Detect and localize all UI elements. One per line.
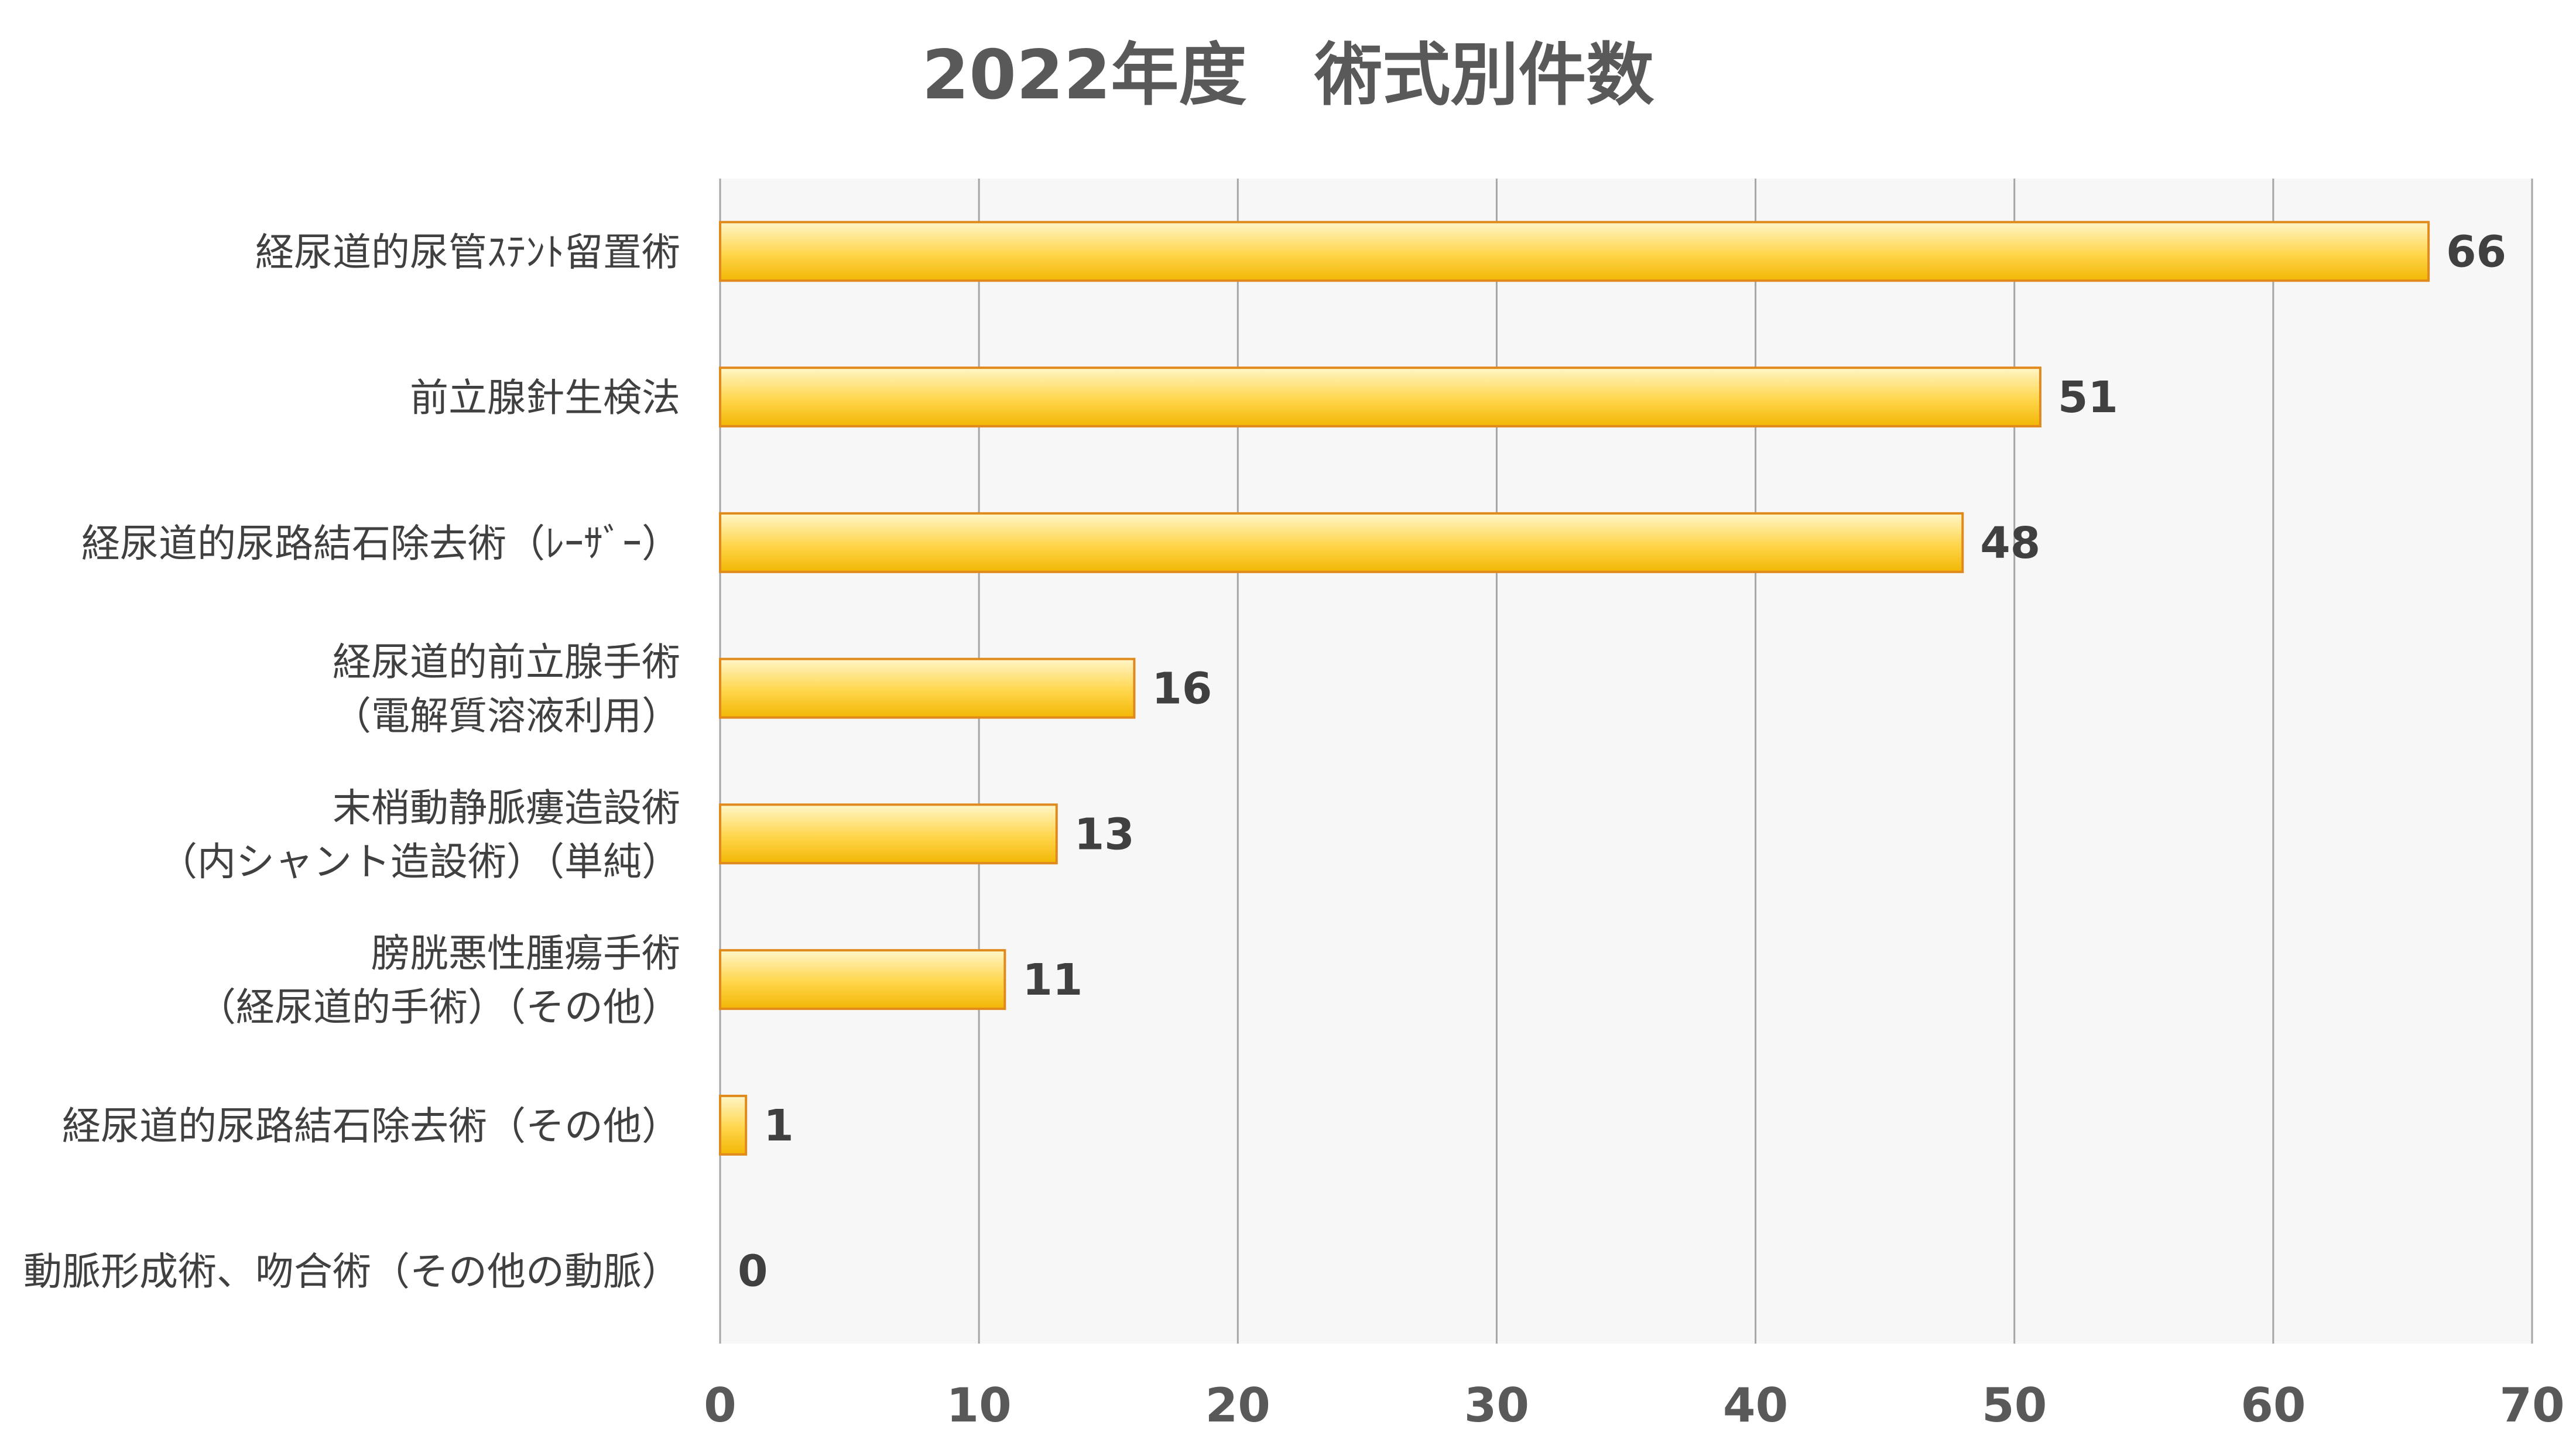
data-label: 51 <box>2058 372 2118 423</box>
data-label: 66 <box>2446 227 2506 277</box>
plot-area <box>720 179 2532 1344</box>
category-label: 動脈形成術、吻合術（その他の動脈） <box>23 1249 680 1294</box>
category-label: 経尿道的前立腺手術 <box>333 640 680 685</box>
data-label: 11 <box>1022 955 1083 1005</box>
bar <box>719 221 2430 282</box>
category-label: （電解質溶液利用） <box>333 694 680 739</box>
x-tick-label: 10 <box>946 1378 1011 1433</box>
category-label: 経尿道的尿路結石除去術（ﾚｰｻﾞｰ） <box>81 521 680 566</box>
x-tick-label: 50 <box>1982 1378 2047 1433</box>
chart-title: 2022年度 術式別件数 <box>922 36 1654 115</box>
bar <box>719 949 1006 1010</box>
category-label: 膀胱悪性腫瘍手術 <box>371 931 680 976</box>
x-tick-label: 70 <box>2499 1378 2564 1433</box>
data-label: 13 <box>1074 809 1135 859</box>
category-label: 経尿道的尿路結石除去術（その他） <box>62 1104 680 1149</box>
category-label: 末梢動静脈瘻造設術 <box>333 785 680 830</box>
data-label: 48 <box>1980 518 2040 568</box>
category-label: 前立腺針生検法 <box>410 375 680 420</box>
bar <box>719 512 1964 573</box>
bar <box>719 803 1058 865</box>
category-label: （内シャント造設術）（単純） <box>159 839 680 884</box>
data-label: 1 <box>763 1101 794 1151</box>
x-tick-label: 20 <box>1205 1378 1270 1433</box>
category-label: 経尿道的尿管ｽﾃﾝﾄ留置術 <box>255 229 680 275</box>
category-label: （経尿道的手術）（その他） <box>197 985 680 1030</box>
bar <box>719 1094 748 1156</box>
data-label: 0 <box>738 1246 768 1297</box>
data-label: 16 <box>1152 664 1212 714</box>
x-tick-label: 0 <box>704 1378 737 1433</box>
x-tick-label: 30 <box>1464 1378 1529 1433</box>
bars <box>719 221 2430 1156</box>
bar <box>719 366 2041 428</box>
x-tick-label: 40 <box>1723 1378 1788 1433</box>
x-tick-label: 60 <box>2241 1378 2306 1433</box>
x-tick-labels: 0 10 20 30 40 50 60 70 <box>704 1378 2565 1433</box>
bar <box>719 657 1136 719</box>
